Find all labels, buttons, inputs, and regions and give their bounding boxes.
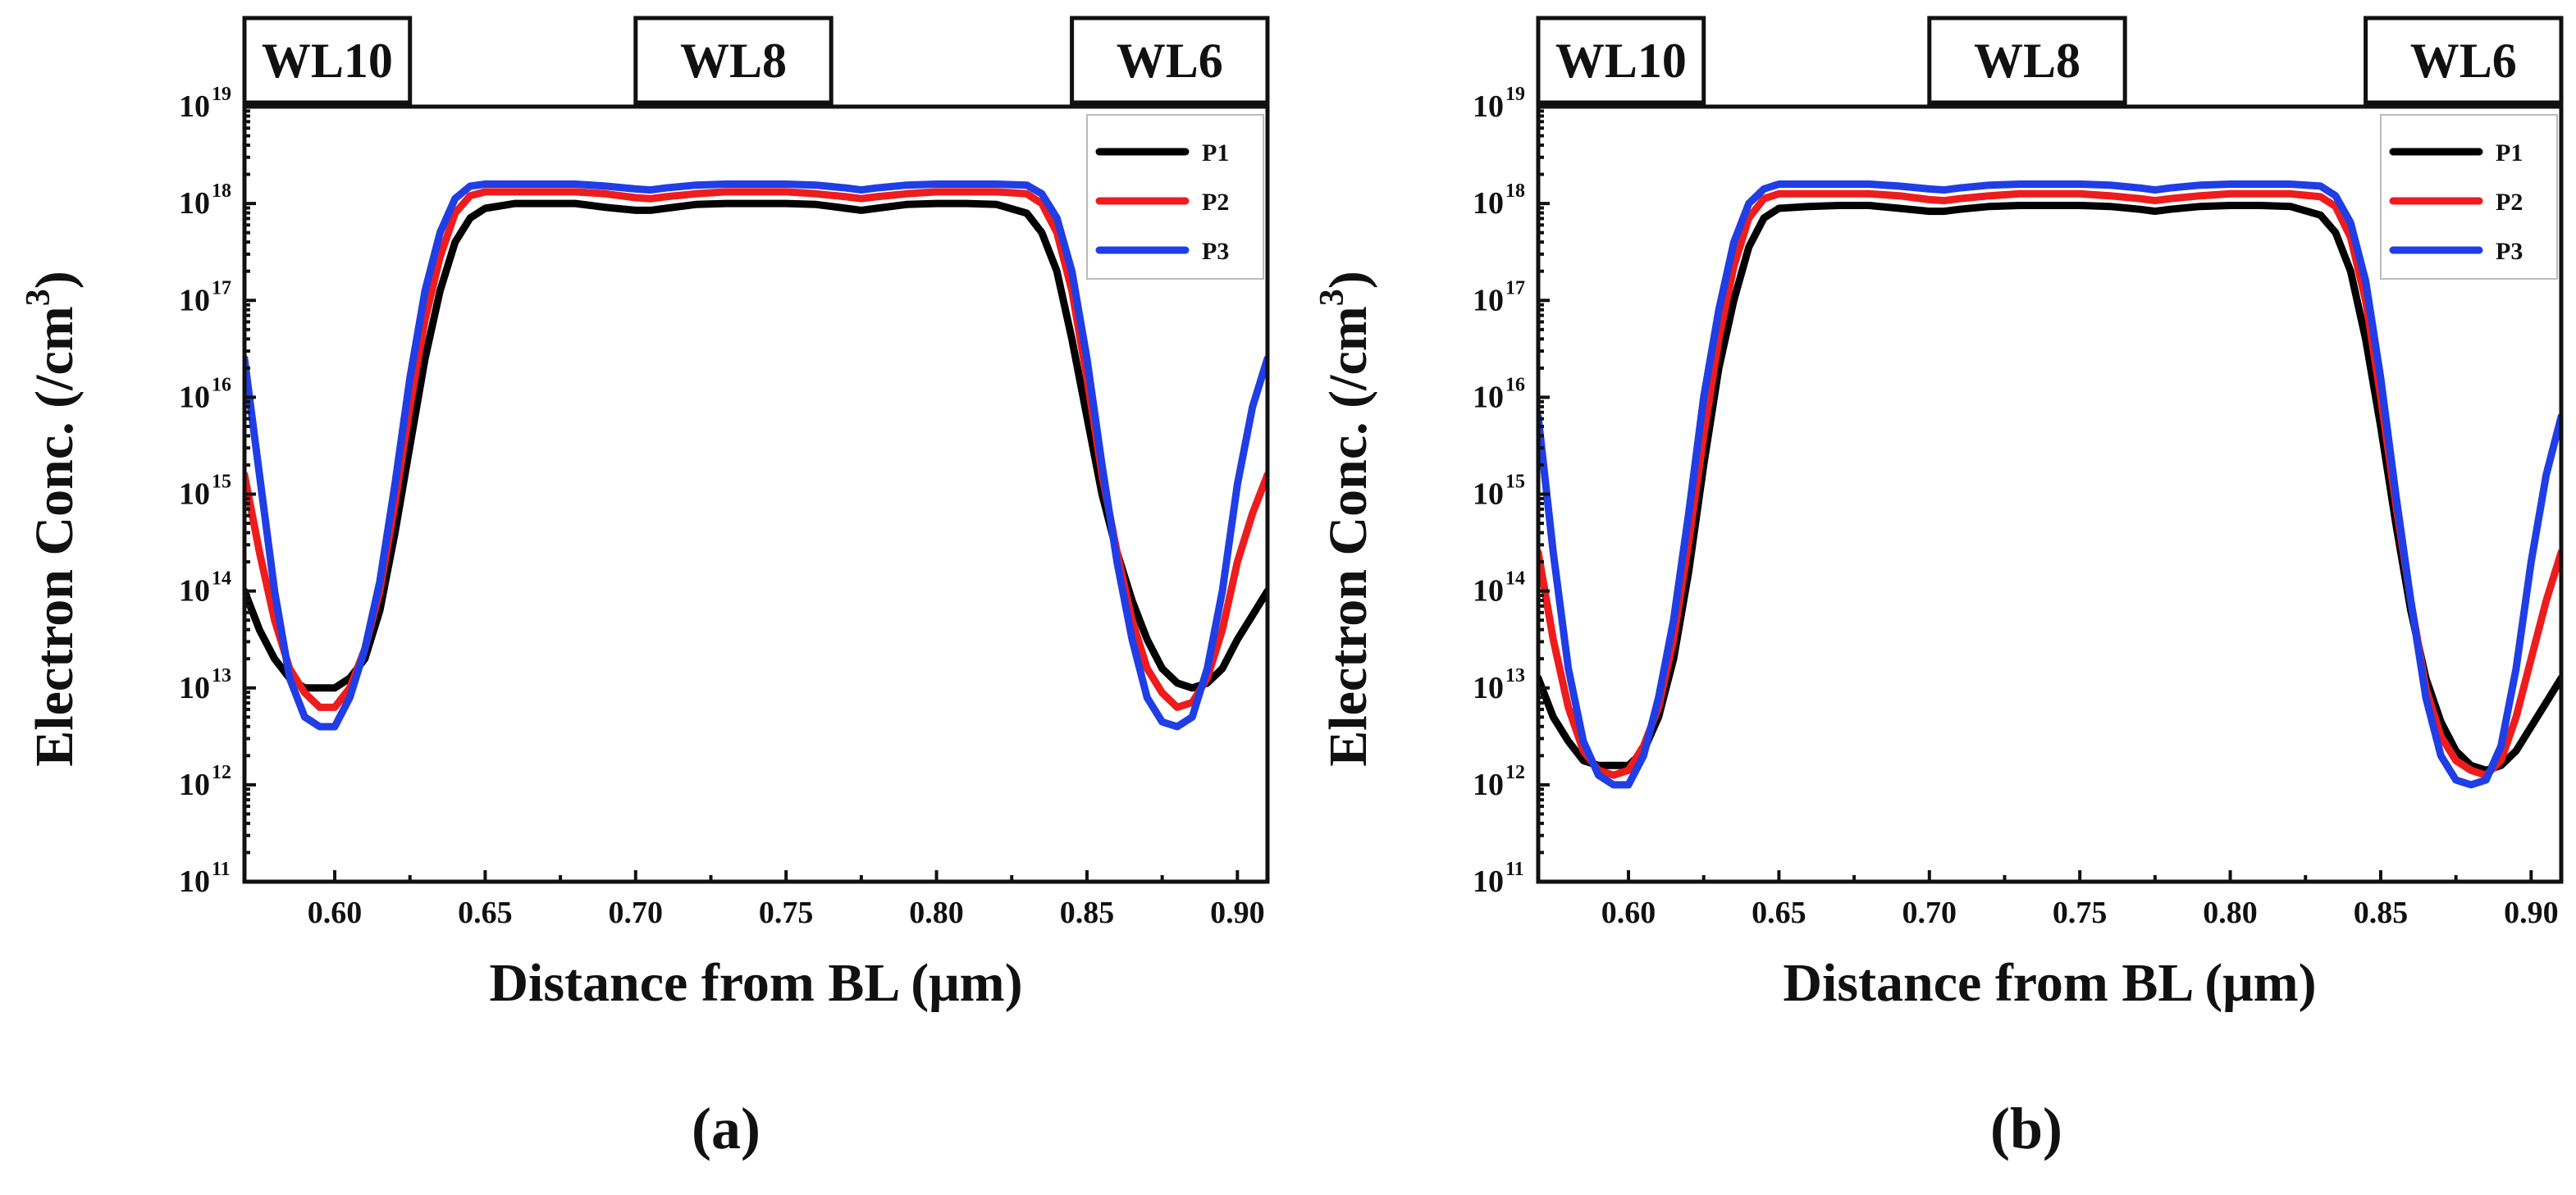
wordline-box	[1070, 16, 1270, 105]
wordline-box	[242, 16, 413, 105]
y-tick-label: 10	[1473, 477, 1504, 512]
x-tick-label: 0.90	[1210, 896, 1265, 930]
wordline-label-wl8: WL8	[1974, 34, 2080, 88]
y-tick-exponent: 16	[1505, 374, 1525, 395]
y-tick-exponent: 12	[212, 762, 231, 783]
y-tick-label: 10	[179, 574, 210, 609]
series-group	[244, 180, 1267, 731]
series-line-p1	[244, 199, 1267, 692]
y-tick-exponent: 17	[1505, 277, 1525, 299]
x-tick-label: 0.80	[2203, 896, 2258, 930]
wordline-label-wl8: WL8	[680, 34, 787, 88]
series-line-p3	[1538, 180, 2561, 789]
y-tick-exponent: 14	[212, 568, 231, 590]
legend-label-p2: P2	[1202, 189, 1229, 216]
y-tick-exponent: 14	[1505, 568, 1525, 590]
x-tick-label: 0.85	[1060, 896, 1115, 930]
y-tick-label: 10	[179, 671, 210, 705]
y-tick-label: 10	[179, 864, 210, 899]
y-tick-label: 10	[179, 768, 210, 802]
x-tick-label: 0.60	[1601, 896, 1656, 930]
x-tick-label: 0.65	[458, 896, 513, 930]
legend-label-p3: P3	[2496, 238, 2523, 265]
y-tick-exponent: 15	[212, 472, 231, 493]
y-tick-label: 10	[1473, 574, 1504, 609]
x-tick-label: 0.75	[759, 896, 814, 930]
wordline-label-wl6: WL6	[1117, 34, 1223, 88]
y-tick-exponent: 15	[1505, 472, 1525, 493]
y-tick-exponent: 13	[1505, 665, 1525, 686]
x-tick-label: 0.65	[1752, 896, 1806, 930]
wordline-box	[2364, 16, 2564, 105]
x-tick-label: 0.60	[308, 896, 363, 930]
y-tick-exponent: 16	[212, 374, 231, 395]
x-axis-title: Distance from BL (μm)	[1783, 953, 2316, 1013]
legend-label-p1: P1	[2496, 139, 2523, 166]
y-tick-exponent: 18	[212, 180, 231, 202]
wordline-box	[1536, 16, 1706, 105]
y-tick-exponent: 19	[1505, 84, 1525, 105]
series-group	[1538, 180, 2561, 789]
y-tick-exponent: 13	[212, 665, 231, 686]
legend-label-p2: P2	[2496, 189, 2523, 216]
y-tick-label: 10	[179, 283, 210, 317]
x-tick-label: 0.85	[2354, 896, 2409, 930]
legend-label-p3: P3	[1202, 238, 1229, 265]
legend-box	[2380, 114, 2558, 280]
y-axis-title: Electron Conc. (/cm3)	[1313, 271, 1378, 766]
y-tick-label: 10	[179, 89, 210, 124]
y-tick-label: 10	[1473, 89, 1504, 124]
y-tick-label: 10	[179, 186, 210, 221]
y-tick-label: 10	[179, 477, 210, 512]
legend: P1 P2 P3	[1086, 114, 1264, 280]
panel-label: (b)	[1990, 1096, 2062, 1161]
x-tick-label: 0.80	[909, 896, 964, 930]
y-tick-label: 10	[179, 380, 210, 414]
y-axis-title: Electron Conc. (/cm3)	[20, 271, 84, 766]
legend-label-p1: P1	[1202, 139, 1229, 166]
y-tick-exponent: 11	[212, 859, 231, 880]
y-tick-label: 10	[1473, 671, 1504, 705]
y-tick-label: 10	[1473, 864, 1504, 899]
y-tick-exponent: 17	[212, 277, 231, 299]
wordline-label-wl6: WL6	[2410, 34, 2517, 88]
panel-label: (a)	[692, 1096, 760, 1161]
y-tick-label: 10	[1473, 380, 1504, 414]
legend: P1 P2 P3	[2380, 114, 2558, 280]
x-axis-title: Distance from BL (μm)	[489, 953, 1022, 1013]
y-tick-label: 10	[1473, 186, 1504, 221]
wordline-label-wl10: WL10	[1555, 34, 1687, 88]
y-tick-exponent: 11	[1505, 859, 1524, 880]
series-line-p3	[244, 180, 1267, 731]
legend-box	[1086, 114, 1264, 280]
wordline-box	[1927, 16, 2127, 105]
wordline-label-wl10: WL10	[262, 34, 393, 88]
y-tick-exponent: 18	[1505, 180, 1525, 202]
x-tick-label: 0.70	[609, 896, 664, 930]
y-tick-exponent: 12	[1505, 762, 1525, 783]
y-tick-exponent: 19	[212, 84, 231, 105]
y-tick-label: 10	[1473, 768, 1504, 802]
x-tick-label: 0.90	[2504, 896, 2559, 930]
wordline-box	[633, 16, 834, 105]
x-tick-label: 0.75	[2053, 896, 2108, 930]
x-tick-label: 0.70	[1902, 896, 1957, 930]
y-tick-label: 10	[1473, 283, 1504, 317]
